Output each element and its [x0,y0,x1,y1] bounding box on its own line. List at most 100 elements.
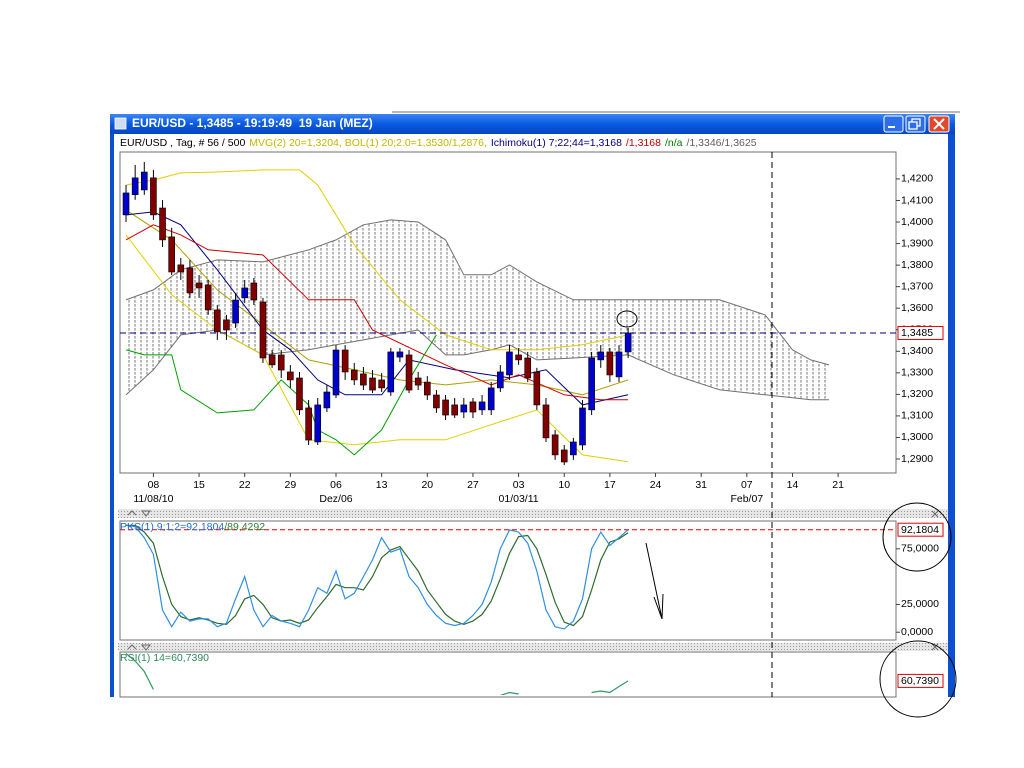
x-date-label: 11/08/10 [133,493,173,505]
indicator-line [125,334,437,456]
header-item: /1,3346/1,3625 [686,137,756,149]
candle-body [579,407,586,446]
candle-body [223,319,230,331]
x-tick-label: 10 [558,479,570,491]
candle-body [615,351,623,378]
window-border-right [948,134,955,697]
candle-body [186,267,194,294]
header-item: MVG(2) 20=1,3204, BOL(1) 20;2.0=1,3530/1… [249,137,487,149]
candle-body [232,299,239,324]
header-item: EUR/USD , Tag, # 56 / 500 [120,137,245,149]
minimize-button[interactable] [883,115,904,133]
header-item: Ichimoku(1) 7;22;44=1,3168 [491,137,622,149]
candle-body [268,354,276,366]
pane-separator[interactable] [118,509,948,518]
candle-body [296,377,303,411]
y-tick-label: 1,3400 [901,345,933,357]
x-tick-label: 06 [330,479,342,491]
candle-body [159,207,166,241]
y-tick-label: 1,3900 [901,237,933,249]
candle-body [597,351,605,361]
x-tick-label: 08 [148,479,160,491]
candle-body [515,354,522,361]
y-tick-label: 75,0000 [901,543,939,555]
value-box [897,522,944,537]
y-tick-label: 1,4000 [901,216,933,228]
candle-body [305,407,312,441]
header-item: PKS(1) 9;1;2=92,1804 [120,521,224,533]
annotation-arrow [645,542,664,620]
x-date-label: Dez/06 [319,493,352,505]
rsi-plot [125,653,629,695]
value-box-label: 92,1804 [901,524,939,536]
x-tick-label: 24 [650,479,662,491]
candle-body [423,381,431,396]
candle-body [140,171,148,191]
candle-body [442,399,449,416]
value-box-label: 60,7390 [901,675,939,687]
candle-body [396,351,404,358]
pane-icons[interactable] [127,644,152,651]
annotation-circle [879,640,957,718]
candle-body [241,287,249,299]
candle-body [542,404,550,439]
axes: 1,29001,30001,31001,32001,33001,34001,35… [120,137,944,688]
indicator-line [125,169,629,351]
candle-body [168,236,175,273]
pane-icons[interactable] [127,510,152,517]
candle-body [414,377,422,386]
value-box-label: 1,3485 [901,327,933,339]
header-item: /1,3168 [626,137,661,149]
value-box [897,325,944,340]
candle-body [131,177,139,195]
x-tick-label: 03 [513,479,525,491]
x-tick-label: 13 [376,479,388,491]
x-date-label: Feb/07 [730,493,763,505]
pane-separator[interactable] [118,643,948,651]
candle-body [469,401,477,413]
stochastic-plot [120,524,896,630]
candle-body [560,449,568,463]
x-tick-label: 17 [604,479,616,491]
candle-body [369,377,376,391]
candle-body [150,177,157,216]
x-tick-label: 31 [695,479,707,491]
candle-body [250,282,258,301]
pane-close[interactable] [931,643,939,651]
y-tick-label: 1,3100 [901,410,933,422]
annotation-ellipse [616,310,638,328]
stochastic-pane [119,520,897,641]
candle-body [350,369,358,381]
candle-body [259,301,267,359]
annotation-circle [882,502,952,572]
window-icon [114,117,127,130]
candle-body [624,332,632,353]
indicator-line [125,224,629,401]
indicator-header: PKS(1) 9;1;2=92,1804/89,4292 [120,521,265,533]
price-plot [120,161,896,466]
candle-body [497,371,504,389]
candle-body [487,387,495,411]
y-tick-label: 1,3800 [901,259,933,271]
y-tick-label: 1,3600 [901,302,933,314]
candle-body [360,373,367,386]
candle-body [122,192,130,216]
indicator-header: EUR/USD , Tag, # 56 / 500 MVG(2) 20=1,320… [120,137,757,149]
candle-body [195,282,203,289]
restore-button[interactable] [905,115,926,133]
close-button[interactable] [928,115,950,133]
x-tick-label: 14 [787,479,799,491]
y-tick-label: 1,3200 [901,388,933,400]
cloud-span [125,219,830,366]
x-tick-label: 20 [421,479,433,491]
x-tick-label: 21 [832,479,844,491]
y-tick-label: 25,0000 [901,598,939,610]
candle-body [323,391,331,409]
value-box [897,673,944,688]
candle-body [378,379,385,389]
ichimoku-cloud [126,219,829,400]
x-tick-label: 29 [285,479,297,491]
pane-close[interactable] [931,510,939,518]
y-tick-label: 1,4100 [901,194,933,206]
window-border-left [110,134,114,697]
